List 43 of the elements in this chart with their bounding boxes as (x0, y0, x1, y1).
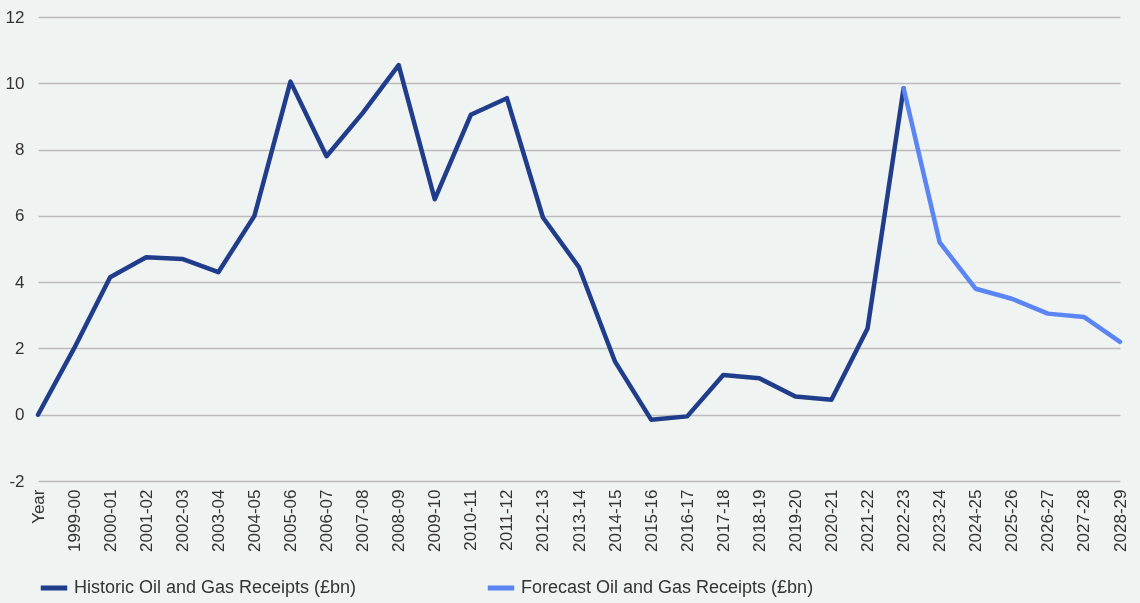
x-tick-label: 2015-16 (641, 489, 661, 552)
y-tick-label: 2 (15, 338, 25, 358)
y-tick-label: 0 (15, 405, 25, 425)
x-tick-label: 2024-25 (966, 489, 986, 552)
x-tick-label: 2022-23 (894, 489, 914, 552)
x-tick-label: 2004-05 (244, 489, 264, 552)
x-tick-label: 2008-09 (389, 489, 409, 552)
x-tick-label: 2018-19 (749, 489, 769, 552)
x-tick-label: 2002-03 (172, 489, 192, 552)
x-tick-label: 2019-20 (785, 489, 805, 552)
y-tick-label: 6 (15, 206, 25, 226)
x-tick-label: 2003-04 (208, 489, 228, 552)
x-tick-label: Year (28, 489, 48, 524)
x-tick-label: 2007-08 (353, 489, 373, 552)
legend-label: Historic Oil and Gas Receipts (£bn) (74, 577, 357, 597)
x-tick-label: 2023-24 (930, 489, 950, 552)
x-tick-label: 2012-13 (533, 489, 553, 552)
y-tick-label: 12 (5, 7, 25, 27)
x-tick-label: 2028-29 (1110, 489, 1130, 552)
x-tick-label: 2006-07 (317, 489, 337, 552)
x-tick-label: 2013-14 (569, 489, 589, 552)
y-tick-label: 4 (15, 272, 25, 292)
y-tick-label: 10 (5, 73, 25, 93)
x-tick-label: 2014-15 (605, 489, 625, 552)
x-tick-label: 2010-11 (461, 489, 481, 551)
x-tick-label: 2009-10 (425, 489, 445, 552)
x-tick-label: 2005-06 (280, 489, 300, 552)
x-tick-label: 2001-02 (136, 489, 156, 552)
x-tick-label: 2025-26 (1002, 489, 1022, 552)
x-tick-label: 1999-00 (64, 489, 84, 552)
x-tick-label: 2000-01 (100, 489, 120, 552)
line-series (35, 62, 906, 422)
legend-label: Forecast Oil and Gas Receipts (£bn) (521, 577, 814, 597)
line-series (901, 86, 1123, 345)
x-tick-label: 2026-27 (1038, 489, 1058, 552)
y-tick-label: 8 (15, 140, 25, 160)
x-tick-label: 2011-12 (497, 489, 517, 551)
x-tick-label: 2017-18 (713, 489, 733, 552)
x-tick-label: 2016-17 (677, 489, 697, 552)
x-tick-label: 2027-28 (1074, 489, 1094, 552)
x-tick-label: 2020-21 (821, 489, 841, 552)
y-tick-label: -2 (9, 471, 25, 491)
x-tick-label: 2021-22 (858, 489, 878, 552)
